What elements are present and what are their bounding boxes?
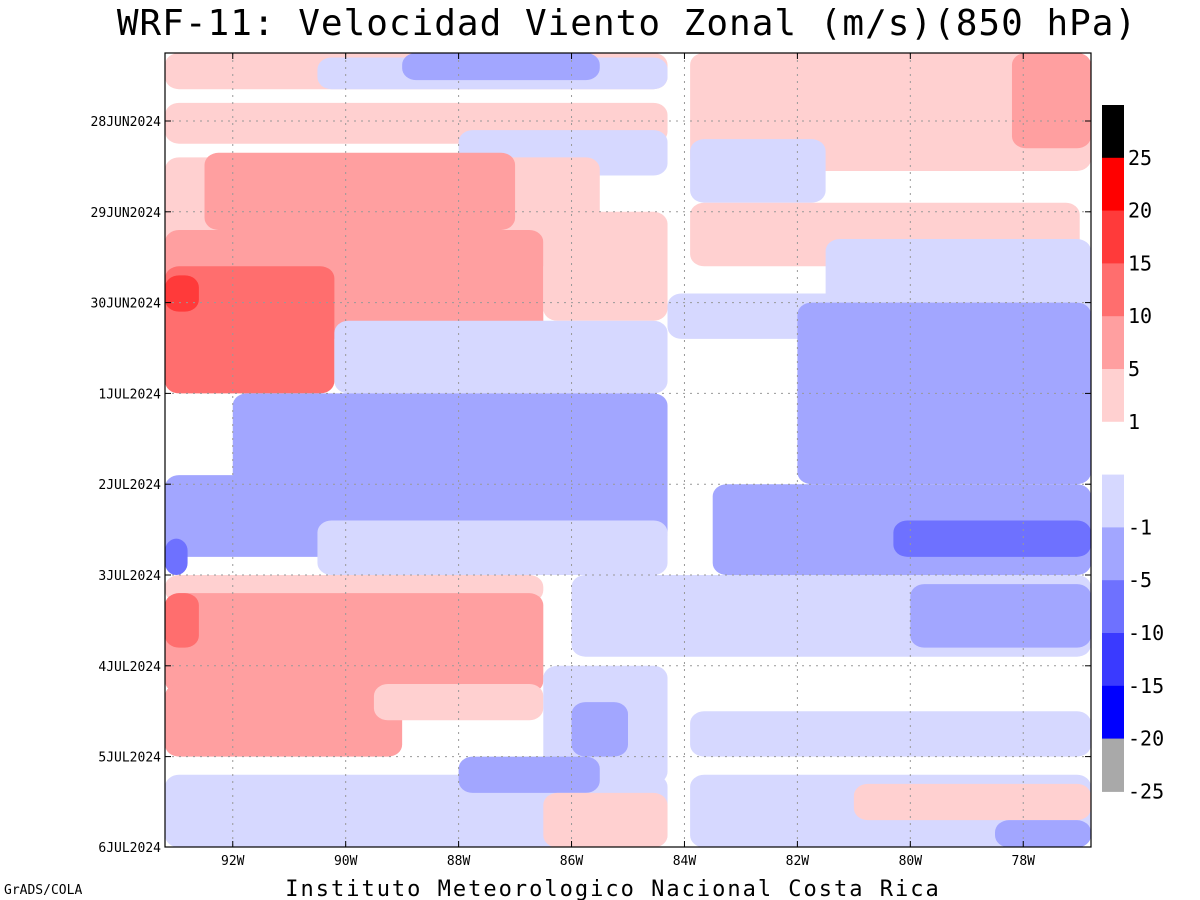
colorbar-swatch [1102, 105, 1124, 159]
chart-title: WRF-11: Velocidad Viento Zonal (m/s)(850… [117, 3, 1137, 44]
wind-region-10 [204, 152, 516, 230]
wind-region-23 [317, 520, 668, 575]
wind-region-16 [165, 275, 199, 312]
wind-region-35 [690, 711, 1091, 757]
colorbar-swatch [1102, 527, 1124, 581]
wind-region-25 [893, 520, 1091, 557]
wind-region-39 [853, 783, 1091, 821]
y-axis: 28JUN2024 29JUN2024 30JUN2024 1JUL2024 2JUL2… [91, 115, 1091, 856]
y-tick-label: 29JUN2024 [91, 206, 162, 221]
wind-region-12 [543, 211, 668, 321]
colorbar-swatch [1102, 633, 1124, 687]
y-tick-label: 4JUL2024 [98, 660, 161, 675]
wind-region-22 [165, 538, 188, 575]
x-tick-label: 78W [1012, 854, 1036, 869]
wind-region-40 [995, 820, 1091, 847]
x-tick-label: 92W [221, 854, 245, 869]
x-tick-label: 80W [899, 854, 923, 869]
y-tick-label: 28JUN2024 [91, 115, 162, 130]
y-tick-label: 3JUL2024 [98, 569, 161, 584]
wind-region-8 [690, 139, 826, 203]
y-tick-label: 6JUL2024 [98, 841, 161, 856]
x-tick-label: 86W [560, 854, 584, 869]
grid-lines [165, 53, 1091, 847]
colorbar-swatch [1102, 685, 1124, 740]
wind-region-41 [543, 792, 668, 847]
credit-label: GrADS/COLA [4, 883, 82, 898]
x-tick-label: 88W [447, 854, 471, 869]
plot-frame [164, 52, 1092, 848]
colorbar-label: -1 [1128, 515, 1152, 539]
colorbar-label: 20 [1128, 199, 1152, 223]
plot-area [165, 53, 1091, 847]
wind-region-28 [910, 584, 1091, 648]
colorbar: 25 20 15 10 5 1 -1 -5 -10 -15 -20 -25 [1102, 105, 1164, 803]
colorbar-swatch [1102, 580, 1124, 634]
x-tick-label: 82W [786, 854, 810, 869]
colorbar-swatch [1102, 210, 1124, 264]
x-axis: 92W 90W 88W 86W 84W 82W 80W 78W [221, 53, 1035, 869]
colorbar-label: 25 [1128, 146, 1152, 170]
wind-region-34 [571, 702, 628, 757]
colorbar-label: 15 [1128, 251, 1152, 275]
colorbar-swatch [1102, 738, 1124, 792]
y-tick-label: 30JUN2024 [91, 297, 162, 312]
colorbar-swatch [1102, 157, 1124, 212]
wind-region-5 [1011, 53, 1091, 149]
wind-region-17 [334, 320, 668, 394]
colorbar-swatch [1102, 474, 1124, 528]
wind-region-32 [373, 683, 544, 721]
colorbar-swatch [1102, 369, 1124, 423]
x-tick-label: 84W [673, 854, 697, 869]
colorbar-swatch [1102, 421, 1124, 476]
colorbar-label: -25 [1128, 779, 1164, 803]
colorbar-label: -5 [1128, 568, 1152, 592]
wind-region-19 [797, 302, 1091, 485]
colorbar-swatch [1102, 263, 1124, 317]
y-tick-label: 2JUL2024 [98, 478, 161, 493]
wind-region-30 [165, 593, 199, 648]
colorbar-label: 5 [1128, 357, 1140, 381]
colorbar-label: 1 [1128, 410, 1140, 434]
colorbar-label: -15 [1128, 674, 1164, 698]
colorbar-swatch [1102, 316, 1124, 370]
colorbar-label: -10 [1128, 621, 1164, 645]
x-tick-label: 90W [334, 854, 358, 869]
chart-subtitle: Instituto Meteorologico Nacional Costa R… [285, 877, 941, 900]
colorbar-label: -20 [1128, 727, 1164, 751]
y-tick-label: 5JUL2024 [98, 751, 161, 766]
wind-region-15 [165, 266, 335, 394]
y-tick-label: 1JUL2024 [98, 387, 161, 402]
wind-region-29 [165, 593, 544, 694]
colorbar-label: 10 [1128, 304, 1152, 328]
wind-region-37 [458, 756, 600, 793]
wind-region-3 [402, 53, 600, 81]
wind-region-31 [165, 683, 403, 757]
